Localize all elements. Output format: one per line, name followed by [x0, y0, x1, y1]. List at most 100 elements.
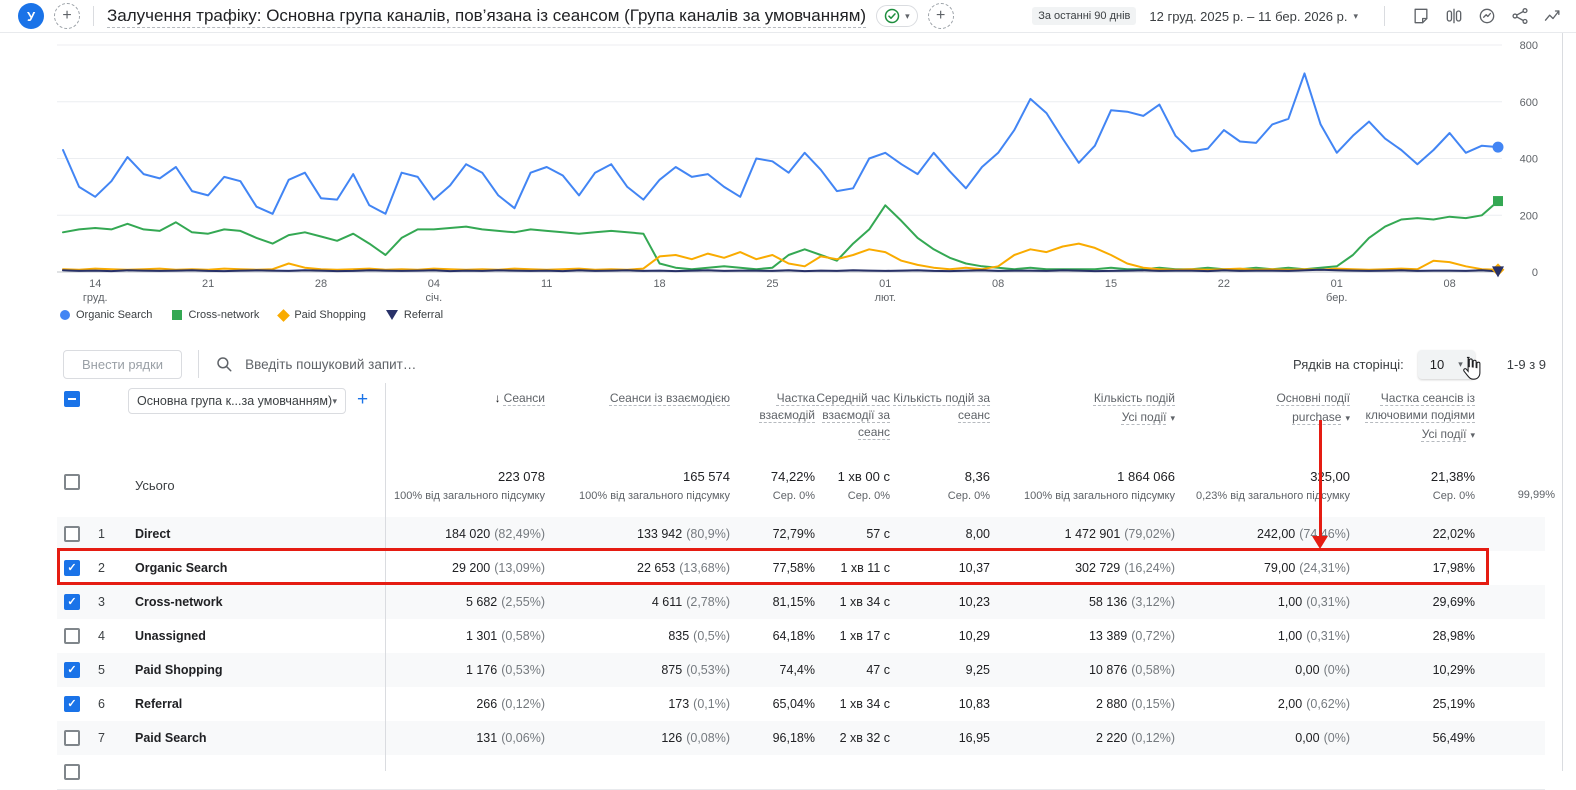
- cell-value: 58 136: [1088, 595, 1128, 609]
- legend-item-organic-search[interactable]: Organic Search: [60, 309, 152, 321]
- totals-subvalue: Сер. 0%: [947, 490, 990, 502]
- channel-name[interactable]: Unassigned: [135, 629, 206, 643]
- channel-name[interactable]: Direct: [135, 527, 171, 541]
- comparison-icon[interactable]: [1444, 6, 1464, 26]
- cell-1: 266 (0,12%): [325, 697, 545, 711]
- cell-1: 5 682 (2,55%): [325, 595, 545, 609]
- add-filter-button[interactable]: +: [927, 3, 954, 29]
- cell-value: 1 301: [465, 629, 498, 643]
- cell-value: 8,00: [965, 527, 990, 541]
- avatar[interactable]: У: [18, 3, 44, 29]
- select-all-checkbox[interactable]: [64, 391, 80, 407]
- totals-checkbox[interactable]: [64, 474, 80, 490]
- legend-item-cross-network[interactable]: Cross-network: [172, 309, 259, 321]
- column-event-dropdown[interactable]: purchase ▾: [1170, 409, 1350, 427]
- row-checkbox[interactable]: [64, 764, 80, 780]
- cell-value: 29,69%: [1432, 595, 1475, 609]
- chevron-down-icon: ▾: [1345, 413, 1350, 423]
- totals-value: 1 хв 00 с: [837, 469, 890, 484]
- row-checkbox[interactable]: [64, 526, 80, 542]
- cell-value: 65,04%: [772, 697, 815, 711]
- column-header-3[interactable]: Частка взаємодій: [720, 390, 815, 424]
- report-title[interactable]: Залучення трафіку: Основна група каналів…: [107, 6, 867, 25]
- cell-percent: (0%): [1323, 663, 1350, 677]
- cell-value: 173: [668, 697, 690, 711]
- dimension-dropdown[interactable]: Основна група к...за умовчанням) ▾: [128, 388, 346, 414]
- notes-icon[interactable]: [1411, 6, 1431, 26]
- column-event-dropdown[interactable]: Усі події ▾: [1345, 426, 1475, 444]
- share-icon[interactable]: [1510, 6, 1530, 26]
- row-checkbox[interactable]: ✓: [64, 560, 80, 576]
- search-input[interactable]: [243, 355, 668, 373]
- column-title: Кількість подій за сеанс: [893, 391, 990, 422]
- column-title: Частка взаємодій: [759, 391, 815, 422]
- cell-2: 22 653 (13,68%): [510, 561, 730, 575]
- table-row-partial: [57, 755, 1545, 790]
- cell-3: 65,04%: [595, 697, 815, 711]
- row-checkbox[interactable]: ✓: [64, 662, 80, 678]
- cell-4: 1 хв 11 с: [670, 561, 891, 575]
- column-header-8[interactable]: Частка сеансів із ключовими подіями Усі п…: [1345, 390, 1475, 444]
- legend-item-referral[interactable]: Referral: [385, 309, 443, 321]
- table-row-organic-search: ✓ 2 Organic Search 29 200 (13,09%) 22 653 (13,…: [57, 551, 1545, 586]
- legend-item-paid-shopping[interactable]: Paid Shopping: [277, 308, 366, 322]
- cell-value: 5 682: [465, 595, 498, 609]
- cell-value: 2,00: [1277, 697, 1303, 711]
- select-rows-button[interactable]: Внести рядки: [63, 349, 183, 379]
- rows-per-page-label: Рядків на сторінці:: [1293, 356, 1404, 372]
- cell-percent: (0,12%): [1131, 731, 1175, 745]
- column-header-4[interactable]: Середній час взаємодії за сеанс: [810, 390, 890, 441]
- row-number: 3: [98, 595, 105, 609]
- totals-value: 1 864 066: [1117, 469, 1175, 484]
- column-header-2[interactable]: Сеанси із взаємодією: [540, 390, 730, 407]
- pagination-controls: Рядків на сторінці: 10 ▾ 1-9 з 9: [1293, 349, 1576, 379]
- rows-per-page-select[interactable]: 10 ▾: [1417, 349, 1475, 379]
- channel-name[interactable]: Paid Search: [135, 731, 207, 745]
- totals-cell-8: 21,38% Сер. 0%: [1245, 469, 1475, 502]
- add-dimension-button[interactable]: +: [357, 389, 369, 410]
- explore-sparkline-icon[interactable]: [1543, 6, 1563, 26]
- cell-percent: (0,5%): [693, 629, 730, 643]
- cell-5: 9,25: [770, 663, 990, 677]
- table-toolbar: Внести рядки Рядків на сторінці: 10 ▾ 1-…: [0, 345, 1576, 383]
- add-comparison-button[interactable]: +: [54, 3, 80, 29]
- timeseries-chart[interactable]: 0 200 400 600 800 14 груд. 21 28 04 січ. 11 18 25 01 лю…: [0, 33, 1576, 305]
- cell-percent: (0,53%): [501, 663, 545, 677]
- cell-1: 1 176 (0,53%): [325, 663, 545, 677]
- channel-name[interactable]: Organic Search: [135, 561, 228, 575]
- cell-6: 58 136 (3,12%): [955, 595, 1175, 609]
- cell-value: 1 хв 34 с: [839, 595, 890, 609]
- column-header-6[interactable]: Кількість подій Усі події ▾: [985, 390, 1175, 427]
- date-range-selector[interactable]: 12 груд. 2025 р. – 11 бер. 2026 р. ▾: [1149, 9, 1358, 24]
- column-header-5[interactable]: Кількість подій за сеанс: [885, 390, 990, 424]
- report-validity-dropdown[interactable]: ▾: [876, 5, 918, 27]
- cell-value: 302 729: [1075, 561, 1121, 575]
- cell-value: 835: [668, 629, 690, 643]
- row-checkbox[interactable]: [64, 730, 80, 746]
- totals-subvalue: 100% від загального підсумку: [1024, 490, 1175, 502]
- cell-value: 242,00: [1257, 527, 1296, 541]
- cell-6: 1 472 901 (79,02%): [955, 527, 1175, 541]
- row-checkbox[interactable]: ✓: [64, 696, 80, 712]
- channel-name[interactable]: Referral: [135, 697, 183, 711]
- column-header-1[interactable]: ↓ Сеанси: [415, 390, 545, 407]
- totals-value: 223 078: [498, 469, 545, 484]
- timeseries-chart-section: 0 200 400 600 800 14 груд. 21 28 04 січ. 11 18 25 01 лю…: [0, 33, 1576, 345]
- column-header-7[interactable]: Основні події purchase ▾: [1170, 390, 1350, 427]
- cell-value: 10,37: [958, 561, 990, 575]
- cell-4: 1 хв 17 с: [670, 629, 890, 643]
- row-checkbox[interactable]: ✓: [64, 594, 80, 610]
- x-axis-label: 18: [653, 278, 665, 290]
- row-number: 5: [98, 663, 105, 677]
- channel-name[interactable]: Paid Shopping: [135, 663, 223, 677]
- cell-percent: (74,46%): [1299, 527, 1350, 541]
- insights-icon[interactable]: [1477, 6, 1497, 26]
- cell-value: 0,00: [1295, 663, 1320, 677]
- channel-name[interactable]: Cross-network: [135, 595, 223, 609]
- totals-overflow-value: 99,99%: [1517, 489, 1555, 501]
- column-event-dropdown[interactable]: Усі події ▾: [985, 409, 1175, 427]
- cell-value: 10,29: [958, 629, 990, 643]
- cell-value: 126: [661, 731, 683, 745]
- divider: [198, 350, 200, 378]
- row-checkbox[interactable]: [64, 628, 80, 644]
